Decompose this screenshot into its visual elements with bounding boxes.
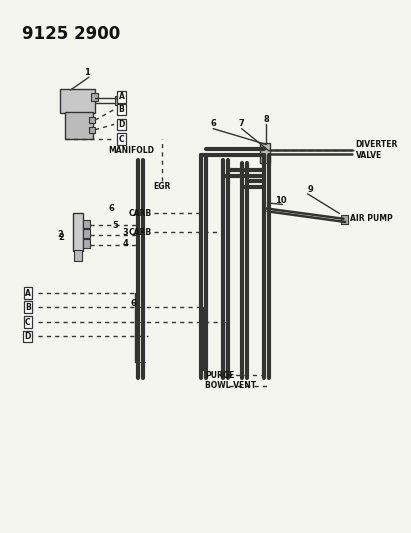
Text: 4: 4 bbox=[122, 239, 129, 248]
Text: 2: 2 bbox=[59, 233, 65, 242]
Text: BOWL VENT: BOWL VENT bbox=[205, 381, 256, 390]
Text: 2: 2 bbox=[58, 230, 63, 239]
Bar bbox=[74, 249, 82, 261]
Text: PURGE: PURGE bbox=[205, 370, 234, 379]
Text: 8: 8 bbox=[263, 115, 269, 124]
Text: CARB: CARB bbox=[129, 228, 152, 237]
Bar bbox=[342, 215, 348, 224]
Bar bbox=[65, 112, 93, 139]
Text: 5: 5 bbox=[113, 221, 118, 230]
Text: A: A bbox=[25, 288, 31, 297]
Text: 7: 7 bbox=[239, 119, 245, 128]
Text: 1: 1 bbox=[84, 68, 90, 77]
Bar bbox=[89, 126, 95, 133]
Bar bbox=[89, 117, 95, 123]
Bar bbox=[83, 229, 90, 238]
Text: D: D bbox=[118, 120, 125, 129]
Text: EGR: EGR bbox=[154, 182, 171, 191]
Text: 3: 3 bbox=[123, 228, 129, 237]
Text: 9125 2900: 9125 2900 bbox=[22, 25, 120, 43]
Bar bbox=[91, 93, 98, 101]
Bar bbox=[260, 143, 270, 163]
Text: 9: 9 bbox=[308, 185, 314, 194]
Bar bbox=[73, 214, 83, 251]
Text: 6: 6 bbox=[109, 204, 114, 213]
Bar bbox=[115, 96, 120, 105]
Text: MANIFOLD: MANIFOLD bbox=[109, 146, 155, 155]
Bar bbox=[60, 89, 95, 113]
Text: 6: 6 bbox=[131, 299, 137, 308]
Bar bbox=[83, 239, 90, 248]
Text: AIR PUMP: AIR PUMP bbox=[350, 214, 393, 223]
Bar bbox=[83, 220, 90, 228]
Text: C: C bbox=[119, 135, 125, 144]
Text: B: B bbox=[119, 105, 125, 114]
Text: A: A bbox=[119, 92, 125, 101]
Text: 10: 10 bbox=[275, 196, 286, 205]
Text: D: D bbox=[25, 332, 31, 341]
Text: C: C bbox=[25, 318, 31, 327]
Text: 6: 6 bbox=[210, 119, 216, 128]
Text: B: B bbox=[25, 303, 31, 312]
Text: CARB: CARB bbox=[129, 209, 152, 218]
Text: DIVERTER
VALVE: DIVERTER VALVE bbox=[356, 140, 398, 159]
